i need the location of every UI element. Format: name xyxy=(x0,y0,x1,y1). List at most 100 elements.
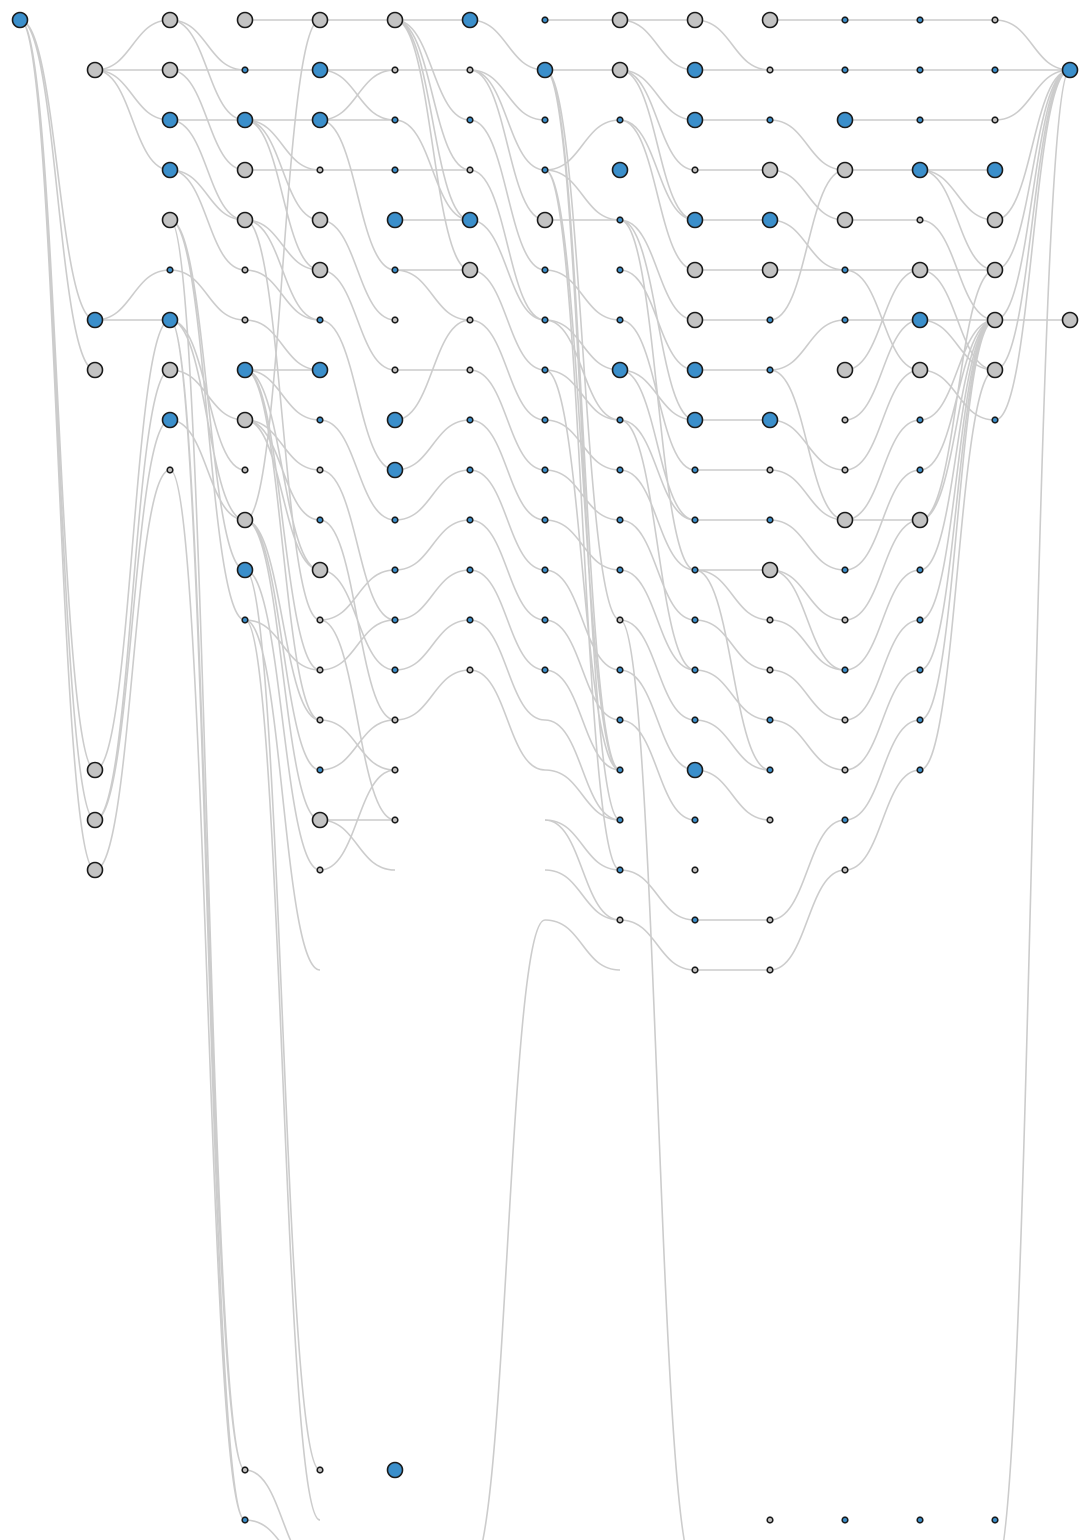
graph-node-blue xyxy=(616,816,624,824)
graph-node-gray xyxy=(986,261,1004,279)
graph-node-blue xyxy=(916,566,924,574)
graph-edge xyxy=(19,19,96,771)
graph-edge xyxy=(619,269,696,371)
graph-edge xyxy=(919,169,996,271)
graph-edge xyxy=(169,119,246,221)
graph-edge xyxy=(244,219,321,621)
graph-edge xyxy=(619,419,696,521)
graph-node-blue xyxy=(241,1516,249,1524)
graph-node-blue xyxy=(161,411,179,429)
graph-edge xyxy=(169,319,246,1521)
graph-node-blue xyxy=(236,561,254,579)
graph-edge xyxy=(394,619,471,671)
graph-edge xyxy=(319,569,396,621)
graph-node-blue xyxy=(316,766,324,774)
graph-node-blue xyxy=(466,566,474,574)
graph-edge xyxy=(244,369,321,721)
graph-edge xyxy=(319,419,396,521)
graph-node-gray xyxy=(391,366,399,374)
graph-node-gray xyxy=(986,361,1004,379)
graph-node-blue xyxy=(166,266,174,274)
graph-node-gray xyxy=(391,66,399,74)
graph-edge xyxy=(769,319,846,371)
graph-edge xyxy=(544,519,621,571)
graph-edge xyxy=(394,419,471,471)
graph-node-blue xyxy=(911,161,929,179)
graph-edge xyxy=(694,769,771,821)
graph-edge xyxy=(469,69,546,171)
graph-node-gray xyxy=(616,916,624,924)
graph-node-gray xyxy=(161,361,179,379)
graph-node-blue xyxy=(616,266,624,274)
graph-edge xyxy=(619,219,696,321)
graph-edge xyxy=(844,669,921,771)
graph-node-blue xyxy=(916,766,924,774)
graph-edge xyxy=(19,19,96,871)
graph-edge xyxy=(94,269,171,321)
graph-edge xyxy=(694,669,771,721)
graph-edge xyxy=(544,569,621,671)
graph-node-gray xyxy=(836,161,854,179)
graph-node-gray xyxy=(86,361,104,379)
graph-edge xyxy=(919,319,996,371)
graph-node-gray xyxy=(691,866,699,874)
graph-node-blue xyxy=(691,516,699,524)
graph-node-blue xyxy=(766,366,774,374)
graph-node-blue xyxy=(611,161,629,179)
graph-edge xyxy=(469,569,546,671)
graph-node-blue xyxy=(541,416,549,424)
graph-edge xyxy=(169,319,246,521)
graph-node-blue xyxy=(766,766,774,774)
graph-node-gray xyxy=(311,561,329,579)
graph-node-blue xyxy=(391,516,399,524)
graph-edge xyxy=(169,169,246,221)
graph-edge xyxy=(544,269,621,321)
graph-edge xyxy=(769,819,846,921)
graph-node-gray xyxy=(841,466,849,474)
graph-node-gray xyxy=(316,666,324,674)
graph-node-blue xyxy=(686,361,704,379)
graph-edge xyxy=(469,119,546,271)
graph-node-blue xyxy=(766,116,774,124)
graph-node-blue xyxy=(616,566,624,574)
graph-node-gray xyxy=(841,716,849,724)
graph-node-gray xyxy=(86,61,104,79)
graph-edge xyxy=(1002,69,1071,1540)
graph-edge xyxy=(169,469,246,1521)
graph-edge xyxy=(619,569,696,671)
graph-node-blue xyxy=(386,411,404,429)
graph-node-gray xyxy=(691,966,699,974)
graph-edge xyxy=(244,619,321,1521)
graph-edge xyxy=(544,819,621,871)
graph-node-gray xyxy=(841,616,849,624)
graph-edge xyxy=(544,319,621,421)
graph-node-blue xyxy=(991,416,999,424)
graph-edge xyxy=(544,369,621,771)
graph-edge xyxy=(319,619,396,821)
graph-node-gray xyxy=(316,866,324,874)
graph-node-gray xyxy=(761,161,779,179)
graph-edge xyxy=(544,669,621,771)
graph-node-gray xyxy=(466,666,474,674)
graph-edge xyxy=(469,469,546,571)
graph-node-gray xyxy=(466,316,474,324)
graph-node-blue xyxy=(536,61,554,79)
graph-edge xyxy=(394,519,471,571)
graph-node-blue xyxy=(841,16,849,24)
graph-edge xyxy=(469,19,546,71)
graph-node-gray xyxy=(241,1466,249,1474)
graph-node-blue xyxy=(391,616,399,624)
graph-edge xyxy=(394,19,471,271)
graph-edge xyxy=(619,419,696,671)
graph-edge xyxy=(769,719,846,771)
graph-edge xyxy=(769,119,846,171)
graph-edge xyxy=(169,269,246,321)
graph-node-blue xyxy=(466,416,474,424)
graph-node-gray xyxy=(841,866,849,874)
graph-node-gray xyxy=(241,316,249,324)
graph-edge xyxy=(169,419,246,521)
graph-edge xyxy=(94,19,171,71)
graph-edge xyxy=(919,369,996,771)
graph-edge xyxy=(94,419,171,821)
graph-edge xyxy=(244,119,321,171)
